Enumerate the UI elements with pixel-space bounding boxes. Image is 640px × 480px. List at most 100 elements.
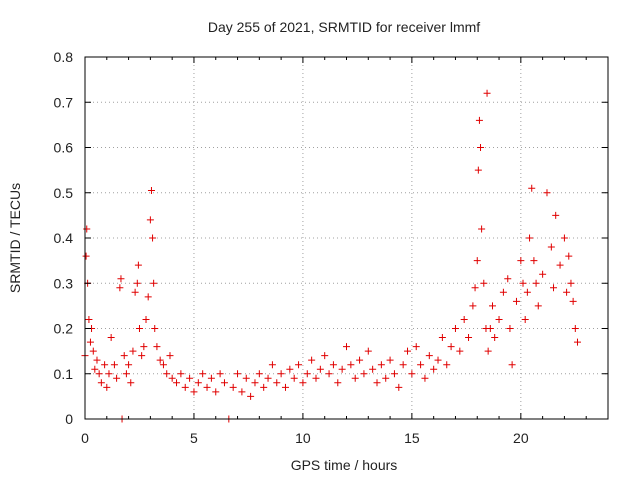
y-tick-label: 0 — [65, 411, 73, 427]
data-point — [421, 374, 429, 382]
data-point — [571, 325, 579, 332]
data-point — [260, 383, 268, 391]
data-point — [101, 361, 109, 369]
data-point — [417, 361, 425, 369]
data-point — [356, 356, 364, 364]
data-point — [567, 279, 575, 287]
data-point — [334, 379, 342, 387]
data-point — [86, 338, 94, 346]
data-point — [360, 370, 368, 378]
data-point — [150, 279, 158, 287]
data-point — [159, 361, 167, 369]
data-point — [552, 211, 560, 219]
data-point — [97, 379, 105, 387]
x-tick-label: 10 — [295, 430, 311, 446]
data-point — [168, 374, 176, 382]
data-point — [556, 261, 564, 269]
data-point — [491, 334, 499, 342]
data-point — [229, 383, 237, 391]
data-point — [489, 302, 497, 310]
data-point — [181, 383, 189, 391]
data-point — [234, 370, 242, 378]
data-point — [504, 275, 512, 283]
data-point — [116, 284, 124, 292]
x-axis-label: GPS time / hours — [291, 457, 398, 473]
x-tick-label: 15 — [404, 430, 420, 446]
y-tick-label: 0.4 — [54, 230, 74, 246]
data-point — [532, 279, 540, 287]
data-point — [134, 261, 142, 269]
data-point — [177, 370, 185, 378]
data-point — [495, 315, 503, 323]
data-point — [486, 325, 494, 332]
data-point — [151, 325, 159, 332]
data-point — [443, 361, 451, 369]
data-point — [110, 361, 118, 369]
data-point — [149, 234, 157, 242]
data-point — [565, 252, 573, 260]
data-point — [547, 243, 555, 251]
data-point — [166, 352, 174, 360]
data-point — [560, 234, 568, 242]
data-point — [519, 279, 527, 287]
data-point — [273, 379, 281, 387]
data-point — [425, 352, 433, 360]
data-point — [220, 379, 228, 387]
data-point — [303, 370, 311, 378]
data-point — [133, 279, 141, 287]
data-point — [517, 257, 525, 265]
data-point — [203, 383, 211, 391]
data-point — [364, 347, 372, 355]
data-point — [456, 347, 464, 355]
data-point — [434, 356, 442, 364]
data-point — [506, 325, 514, 332]
data-point — [135, 325, 143, 332]
data-point — [173, 379, 181, 387]
data-point — [530, 257, 538, 265]
data-point — [281, 383, 289, 391]
data-point — [127, 379, 135, 387]
x-tick-label: 5 — [190, 430, 198, 446]
chart-title: Day 255 of 2021, SRMTID for receiver lmm… — [208, 19, 480, 35]
data-point — [399, 361, 407, 369]
data-point — [129, 347, 137, 355]
data-point — [329, 361, 337, 369]
y-tick-label: 0.6 — [54, 140, 74, 156]
data-point — [484, 347, 492, 355]
data-point — [512, 297, 520, 305]
data-point — [373, 379, 381, 387]
data-point — [216, 370, 224, 378]
data-point — [430, 365, 438, 373]
data-point — [451, 325, 459, 332]
data-point — [499, 288, 507, 296]
data-point — [140, 343, 148, 351]
data-point — [85, 315, 93, 323]
data-point — [117, 275, 125, 283]
data-point — [483, 89, 491, 97]
data-point — [91, 365, 99, 373]
data-point — [539, 270, 547, 278]
data-point — [251, 379, 259, 387]
data-point — [477, 144, 485, 151]
axis-ticks — [84, 56, 608, 420]
data-point — [268, 361, 276, 369]
data-point — [569, 297, 577, 305]
data-point — [347, 361, 355, 369]
data-point — [190, 388, 198, 396]
data-point — [277, 370, 285, 378]
data-point — [163, 370, 171, 378]
data-point — [526, 234, 534, 242]
data-point — [89, 347, 97, 355]
data-point — [186, 374, 194, 382]
data-point — [382, 374, 390, 382]
data-point — [312, 374, 320, 382]
data-point — [299, 379, 307, 387]
data-point — [83, 225, 91, 233]
data-point — [264, 374, 272, 382]
data-point — [103, 383, 111, 391]
data-point — [543, 189, 551, 197]
data-point — [238, 388, 246, 396]
data-point — [412, 343, 420, 351]
data-point — [534, 302, 542, 310]
y-tick-label: 0.2 — [54, 321, 74, 337]
